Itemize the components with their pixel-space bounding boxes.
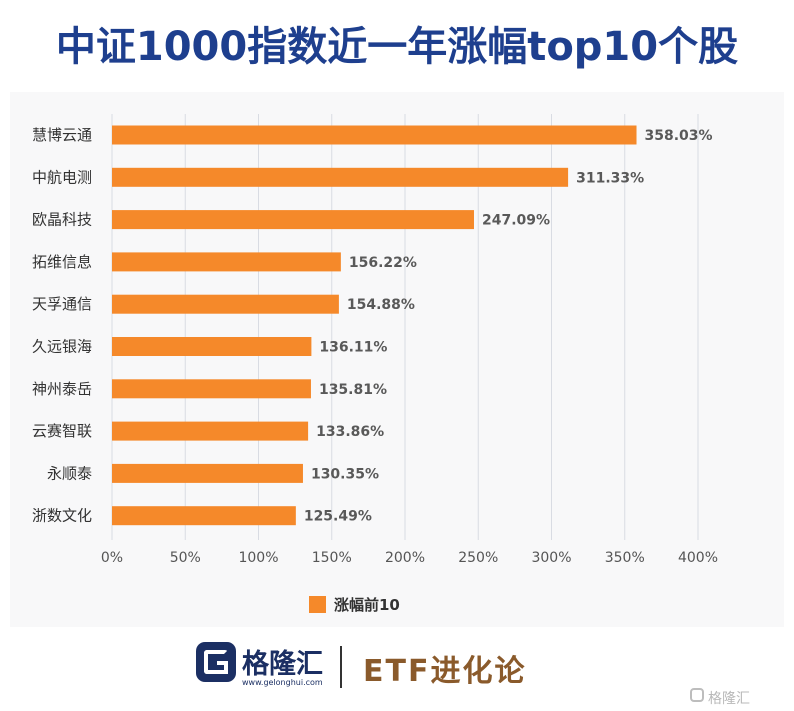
data-label: 156.22% [349,255,417,271]
x-tick-label: 400% [678,550,718,566]
data-label: 130.35% [311,466,379,482]
watermark-text: 格隆汇 [708,691,750,707]
data-label: 247.09% [482,213,550,229]
data-label: 125.49% [304,509,372,525]
category-label: 天孚通信 [32,295,92,313]
data-label: 154.88% [347,297,415,313]
chart-panel: 0% 50% 100% 150% 200% 250% 300% 350% 400% 慧博云通 358… [10,92,784,627]
bar [112,337,312,356]
bar [112,210,474,230]
bar [112,379,311,399]
category-label: 拓维信息 [32,253,92,271]
brand-url: www.gelonghui.com [242,678,323,687]
x-tick-label: 350% [605,550,645,566]
category-label: 久远银海 [32,338,92,356]
gelonghui-logo-icon [196,642,236,682]
bar [112,294,339,314]
page-title: 中证1000指数近一年涨幅top10个股 [55,24,739,70]
x-tick-label: 50% [170,550,201,566]
bar [112,167,569,187]
data-label: 136.11% [319,340,387,356]
bar [112,421,309,441]
category-label: 欧晶科技 [32,211,92,229]
legend-label: 涨幅前10 [334,596,400,614]
category-label: 中航电测 [32,168,92,186]
bar [112,252,341,272]
data-label: 133.86% [316,424,384,440]
bar [112,463,303,483]
data-label: 358.03% [645,128,713,144]
category-label: 永顺泰 [47,464,92,482]
bar [112,125,637,145]
footer-divider [340,646,342,688]
brand-name: 格隆汇 [242,649,323,680]
category-label: 神州泰岳 [32,380,92,398]
x-tick-label: 200% [385,550,425,566]
category-label: 浙数文化 [32,507,92,525]
watermark-icon [690,688,704,702]
column-title: ETF进化论 [363,654,527,689]
data-label: 311.33% [576,170,644,186]
category-label: 慧博云通 [32,126,92,144]
x-tick-label: 300% [531,550,571,566]
legend-swatch [309,596,326,613]
x-tick-label: 0% [101,550,123,566]
x-tick-label: 150% [312,550,352,566]
data-label: 135.81% [319,382,387,398]
bar [112,506,296,526]
x-tick-label: 100% [238,550,278,566]
bar-chart: 0% 50% 100% 150% 200% 250% 300% 350% 400% 慧博云通 358… [32,114,718,614]
x-tick-label: 250% [458,550,498,566]
category-label: 云赛智联 [32,422,92,440]
footer: 格隆汇 www.gelonghui.com ETF进化论 格隆汇 [0,632,794,711]
